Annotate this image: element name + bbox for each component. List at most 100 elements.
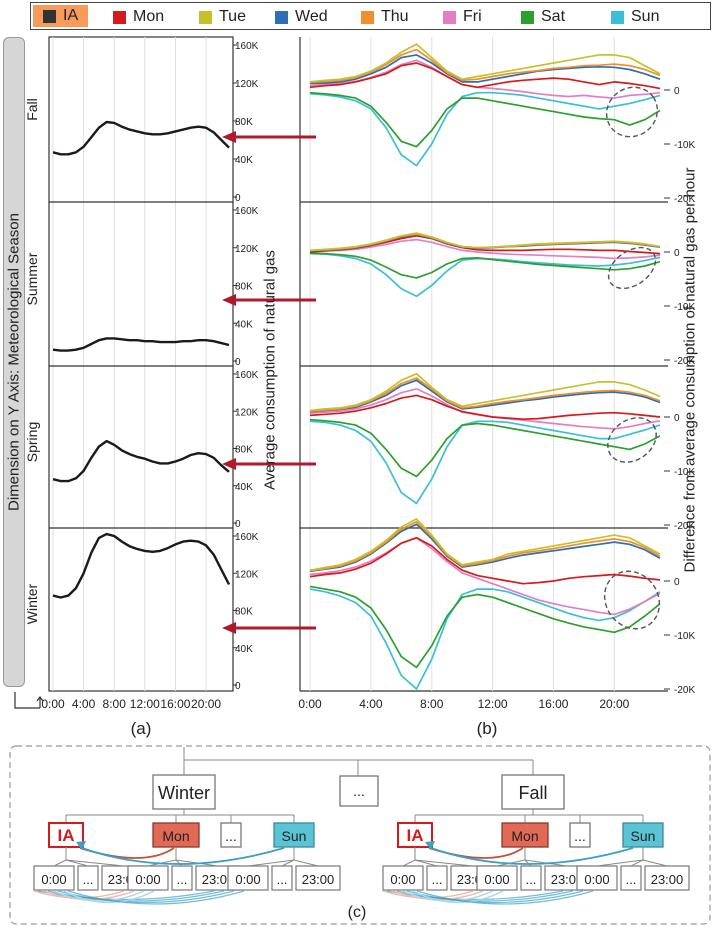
tree-edge bbox=[293, 859, 319, 867]
panel-a-ytick-label: 40K bbox=[235, 482, 253, 493]
hour-aggregation-arrow bbox=[402, 890, 494, 902]
weekday-node bbox=[501, 822, 549, 848]
panel-a-ytick-label: 160K bbox=[235, 41, 259, 52]
hour-aggregation-arrow bbox=[412, 890, 504, 904]
link-arrow-head-icon bbox=[222, 294, 236, 306]
panel-a-ytick-label: 80K bbox=[235, 607, 253, 618]
highlight-ellipse bbox=[603, 570, 661, 630]
season-label-winter: Winter bbox=[24, 583, 40, 624]
hour-node-label: 0:00 bbox=[235, 872, 260, 887]
legend: IA Mon Tue Wed Thu Fri Sat Sun bbox=[30, 2, 711, 30]
tree-edge bbox=[402, 859, 416, 867]
season-label-spring: Spring bbox=[24, 422, 40, 462]
panel-a-ytick-label: 120K bbox=[235, 79, 259, 90]
hour-node-label: 0:00 bbox=[41, 872, 66, 887]
tree-edge bbox=[414, 859, 474, 867]
hour-node-label: ... bbox=[177, 872, 188, 887]
legend-item-ia: IA bbox=[33, 5, 89, 27]
season-node bbox=[501, 774, 565, 810]
legend-item-sun: Sun bbox=[611, 7, 659, 27]
tree-edge bbox=[524, 859, 532, 867]
panel-b-line-fall-mon bbox=[309, 62, 661, 90]
panel-c-caption: (c) bbox=[348, 904, 367, 921]
hour-node bbox=[127, 865, 169, 891]
panel-a-ytick-label: 40K bbox=[235, 155, 253, 166]
tree-edge bbox=[414, 859, 438, 867]
panel-a-xtick-label: 12:00 bbox=[130, 697, 160, 711]
panel-a-ytick-label: 0 bbox=[235, 681, 241, 692]
panel-c-frame bbox=[9, 745, 711, 925]
weekday-node bbox=[622, 822, 664, 848]
panel-b-ytick-label: -20K bbox=[674, 685, 695, 696]
panel-b-xtick-label: 0:00 bbox=[298, 697, 322, 711]
panel-b-xtick-label: 12:00 bbox=[478, 697, 508, 711]
panel-a-xtick-label: 0:00 bbox=[41, 697, 65, 711]
hour-node bbox=[33, 865, 75, 891]
hour-aggregation-arrow bbox=[396, 890, 574, 902]
legend-swatch bbox=[611, 10, 624, 24]
hour-node-label: 0:00 bbox=[390, 872, 415, 887]
hour-node-label: 0:00 bbox=[484, 872, 509, 887]
hour-node-label: ... bbox=[432, 872, 443, 887]
legend-swatch bbox=[443, 10, 456, 24]
legend-swatch bbox=[275, 10, 288, 24]
season-label-fall: Fall bbox=[24, 98, 40, 121]
weekday-node bbox=[220, 822, 242, 848]
tree-edge bbox=[630, 859, 644, 867]
panel-b-line-winter-thu bbox=[309, 520, 661, 572]
weekday-node-label: Sun bbox=[631, 828, 656, 844]
panel-b-line-spring-tue bbox=[309, 372, 661, 412]
legend-label: Thu bbox=[381, 8, 409, 25]
panel-b-line-spring-sun bbox=[309, 420, 661, 505]
tree-edge bbox=[642, 859, 668, 867]
hour-node-label: 23:00 bbox=[202, 872, 235, 887]
legend-swatch bbox=[43, 9, 56, 23]
hour-node bbox=[382, 865, 424, 891]
panel-b-line-winter-mon bbox=[309, 536, 661, 585]
tree-edge bbox=[281, 859, 295, 867]
panel-b-line-fall-sun bbox=[309, 91, 661, 167]
panel-b-ytick-label: 0 bbox=[674, 248, 680, 259]
panel-a-xtick-label: 8:00 bbox=[103, 697, 127, 711]
hour-aggregation-arrow bbox=[416, 890, 594, 905]
hour-node-label: ... bbox=[83, 872, 94, 887]
hour-aggregation-arrow bbox=[386, 890, 564, 901]
panel-b-ytick-label: -10K bbox=[674, 631, 695, 642]
panel-b-line-spring-sat bbox=[309, 418, 661, 478]
highlight-ellipse bbox=[607, 246, 657, 290]
tree-edge bbox=[65, 859, 125, 867]
panel-a-ytick-label: 0 bbox=[235, 193, 241, 204]
panel-a-ytick-label: 80K bbox=[235, 282, 253, 293]
aggregation-arrow bbox=[428, 847, 524, 859]
panel-b-line-winter-wed bbox=[309, 523, 661, 573]
hour-aggregation-arrow bbox=[392, 890, 484, 901]
ellipsis-season-label: ... bbox=[353, 783, 365, 799]
weekday-node-label: Sun bbox=[282, 828, 307, 844]
panel-a-line-winter bbox=[52, 532, 231, 599]
legend-label: Sat bbox=[541, 8, 566, 25]
legend-swatch bbox=[199, 10, 212, 24]
hour-node-label: 0:00 bbox=[135, 872, 160, 887]
panel-b-xtick-label: 4:00 bbox=[359, 697, 383, 711]
weekday-node-label: Mon bbox=[162, 828, 189, 844]
hour-node-label: ... bbox=[526, 872, 537, 887]
panel-a-caption: (a) bbox=[131, 719, 152, 738]
panel-b-line-summer-sat bbox=[309, 252, 661, 279]
hour-aggregation-arrow bbox=[47, 890, 225, 902]
hour-aggregation-arrow bbox=[67, 890, 245, 905]
panel-b-xtick-label: 8:00 bbox=[420, 697, 444, 711]
panel-b-ytick-label: 0 bbox=[674, 577, 680, 588]
aggregation-arrowhead-icon bbox=[425, 841, 435, 850]
panel-b-ytick-label: 0 bbox=[674, 413, 680, 424]
panel-b-xtick-label: 16:00 bbox=[538, 697, 568, 711]
legend-item-mon: Mon bbox=[113, 7, 164, 27]
legend-label: Wed bbox=[295, 8, 328, 25]
panel-b-line-winter-sun bbox=[309, 588, 661, 690]
panel-b-line-fall-tue bbox=[309, 43, 661, 83]
weekday-node-label: ... bbox=[225, 828, 237, 844]
ellipsis-season-node bbox=[339, 775, 379, 807]
legend-swatch bbox=[361, 10, 374, 24]
panel-b-line-spring-mon bbox=[309, 394, 661, 421]
panel-a-ylabel: Average consumption of natural gas bbox=[261, 250, 279, 490]
